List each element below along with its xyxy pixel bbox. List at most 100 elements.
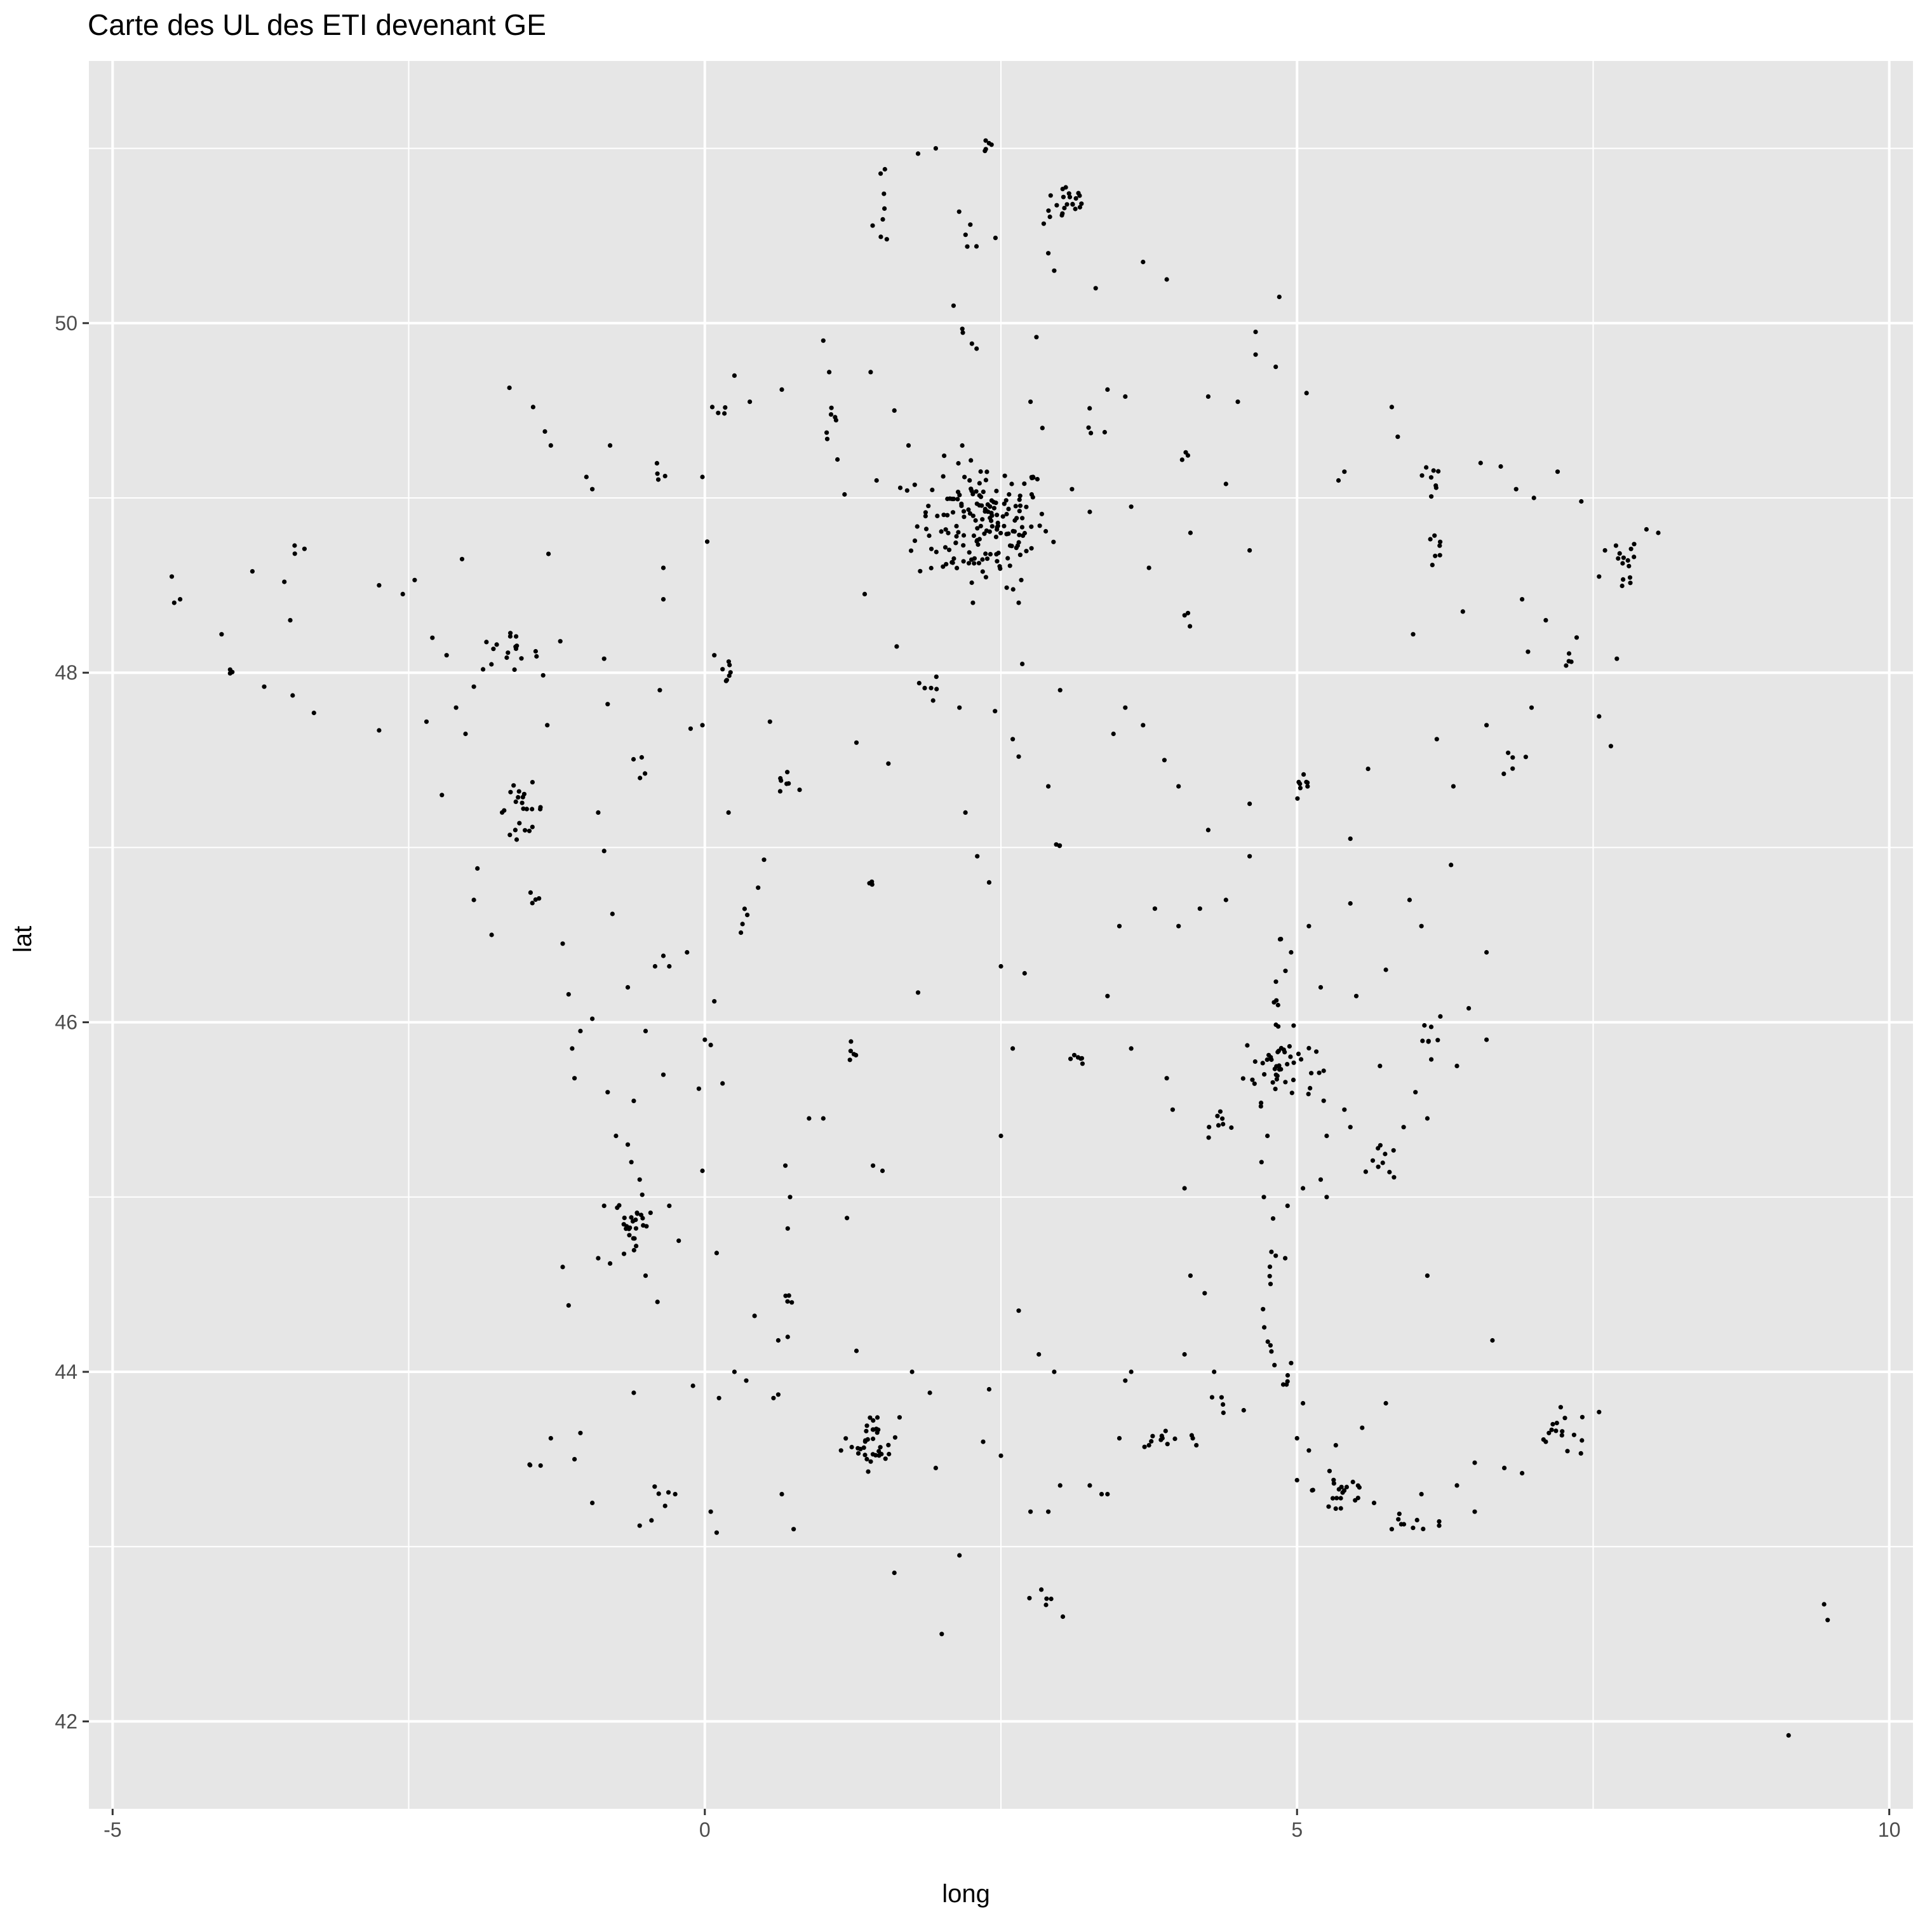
data-point <box>1301 772 1306 777</box>
data-point <box>1314 1049 1319 1054</box>
data-point <box>1105 1492 1110 1497</box>
data-point <box>966 507 971 513</box>
data-point <box>1029 524 1034 529</box>
data-point <box>1010 1046 1016 1051</box>
data-point <box>1291 1060 1296 1065</box>
data-point <box>1004 585 1009 590</box>
data-point <box>821 338 826 343</box>
data-point <box>506 650 511 655</box>
data-point <box>622 1216 627 1221</box>
data-point <box>1017 497 1022 502</box>
data-point <box>1287 1043 1292 1049</box>
data-point <box>1430 563 1435 568</box>
data-point <box>1039 1587 1044 1592</box>
data-point <box>1019 577 1024 582</box>
data-point <box>1061 194 1066 199</box>
data-point <box>530 780 535 785</box>
data-point <box>1392 1175 1397 1180</box>
data-point <box>508 631 513 636</box>
data-point <box>1283 1080 1288 1085</box>
data-point <box>915 151 921 156</box>
data-point <box>1571 1432 1576 1437</box>
data-point <box>985 502 990 507</box>
data-point <box>981 489 986 495</box>
data-point <box>1578 1451 1583 1456</box>
data-point <box>500 810 505 815</box>
data-point <box>1391 1148 1396 1153</box>
data-point <box>1498 464 1503 469</box>
data-point <box>1017 493 1023 499</box>
data-point <box>700 474 705 480</box>
data-point <box>955 497 960 502</box>
data-point <box>1247 854 1252 859</box>
data-point <box>1628 580 1633 586</box>
data-point <box>444 653 449 658</box>
y-axis-title: lat <box>9 925 37 953</box>
data-point <box>783 1163 788 1168</box>
data-point <box>983 575 988 580</box>
data-point <box>961 509 967 514</box>
data-point <box>1068 1056 1073 1061</box>
data-point <box>1043 1602 1049 1607</box>
data-point <box>1235 399 1240 405</box>
data-point <box>1182 1352 1187 1357</box>
data-point <box>463 731 468 737</box>
data-point <box>290 693 295 698</box>
data-point <box>1371 1500 1377 1505</box>
data-point <box>453 705 459 710</box>
data-point <box>1013 504 1018 509</box>
data-point <box>1608 744 1613 749</box>
data-point <box>219 632 224 637</box>
data-point <box>912 538 918 544</box>
data-point <box>959 503 964 509</box>
data-point <box>1413 1090 1418 1095</box>
data-point <box>1007 563 1012 568</box>
data-point <box>631 1390 636 1395</box>
data-point <box>965 244 970 249</box>
data-point <box>1073 196 1078 201</box>
data-point <box>1304 779 1309 784</box>
data-point <box>880 1168 885 1174</box>
data-point <box>1252 1081 1257 1086</box>
data-point <box>1277 294 1282 300</box>
data-point <box>1105 387 1110 392</box>
data-point <box>596 1256 601 1261</box>
data-point <box>430 635 435 640</box>
data-point <box>1289 1090 1294 1096</box>
data-point <box>649 1518 654 1523</box>
data-point <box>1579 499 1584 504</box>
data-point <box>988 552 993 557</box>
data-point <box>970 600 976 605</box>
data-point <box>929 565 934 571</box>
data-point <box>1510 766 1515 771</box>
data-point <box>1338 1496 1343 1501</box>
data-point <box>712 653 717 658</box>
data-point <box>871 1436 876 1442</box>
data-point <box>993 709 998 714</box>
data-point <box>572 1457 577 1462</box>
data-point <box>909 1369 915 1374</box>
data-point <box>178 597 183 602</box>
data-point <box>927 533 932 539</box>
data-point <box>377 728 382 733</box>
data-point <box>690 1383 695 1388</box>
data-point <box>1510 755 1515 760</box>
data-point <box>918 568 923 574</box>
data-point <box>785 1226 790 1231</box>
data-point <box>878 1445 883 1450</box>
data-point <box>1308 1085 1313 1090</box>
data-point <box>1484 949 1489 955</box>
data-point <box>874 478 879 483</box>
data-point <box>667 963 672 969</box>
data-point <box>169 574 175 579</box>
data-point <box>986 880 991 885</box>
data-point <box>906 443 911 448</box>
x-tick-label: 0 <box>699 1818 711 1841</box>
data-point <box>1289 1360 1294 1365</box>
data-point <box>977 481 982 486</box>
data-point <box>1014 516 1019 521</box>
data-point <box>1123 1378 1128 1383</box>
data-point <box>634 1244 639 1249</box>
data-point <box>960 326 965 332</box>
data-point <box>644 1224 649 1229</box>
